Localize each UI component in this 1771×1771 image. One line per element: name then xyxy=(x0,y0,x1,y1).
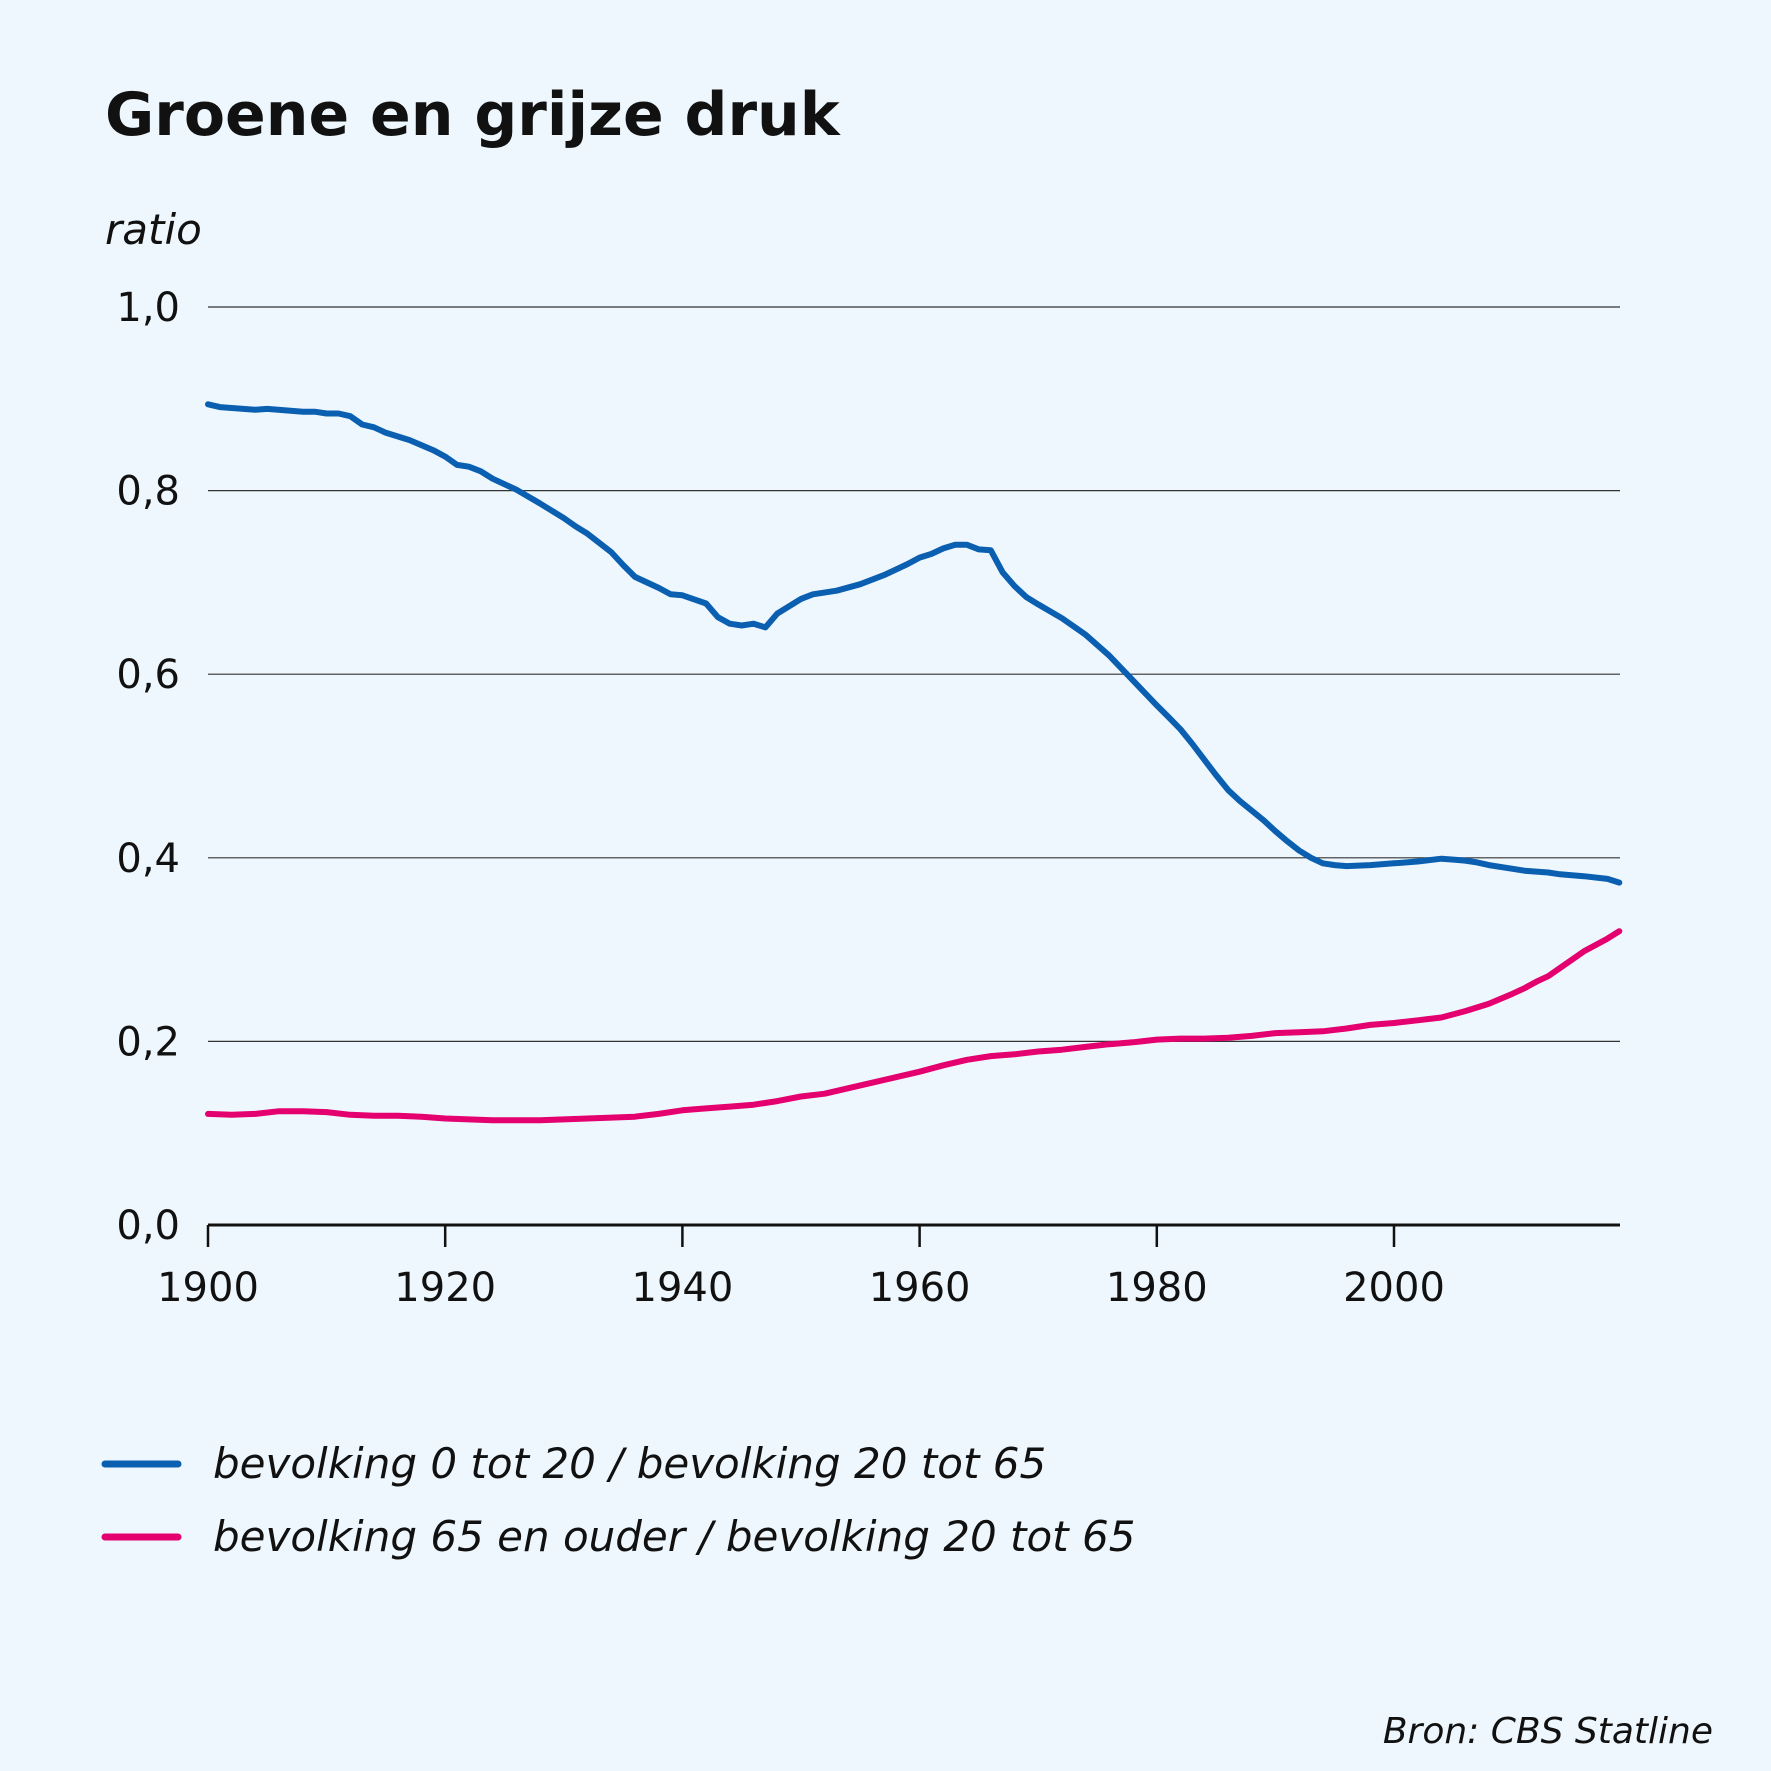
series-line-2 xyxy=(205,928,1623,1124)
y-tick-label: 1,0 xyxy=(116,285,180,331)
legend-label-series-2: bevolking 65 en ouder / bevolking 20 tot… xyxy=(213,1512,1135,1561)
y-tick-label: 0,2 xyxy=(116,1019,180,1065)
series-lines xyxy=(205,401,1623,1124)
y-tick-label: 0,4 xyxy=(116,836,180,882)
x-tick-label: 1920 xyxy=(394,1265,496,1311)
series-line-1 xyxy=(205,401,1623,886)
y-axis-label: ratio xyxy=(105,205,202,254)
y-tick-label: 0,6 xyxy=(116,652,180,698)
chart-title: Groene en grijze druk xyxy=(105,80,842,150)
x-axis: 1900 1920 1940 1960 1980 2000 xyxy=(157,1223,1620,1311)
x-tick-label: 1900 xyxy=(157,1265,259,1311)
x-tick-label: 1980 xyxy=(1106,1265,1208,1311)
y-axis-ticks: 0,0 0,2 0,4 0,6 0,8 1,0 xyxy=(116,285,180,1249)
y-tick-label: 0,0 xyxy=(116,1203,180,1249)
x-tick-label: 1960 xyxy=(869,1265,971,1311)
legend: bevolking 0 tot 20 / bevolking 20 tot 65… xyxy=(101,1439,1135,1561)
source-note: Bron: CBS Statline xyxy=(1383,1711,1713,1752)
legend-label-series-1: bevolking 0 tot 20 / bevolking 20 tot 65 xyxy=(213,1439,1046,1488)
y-tick-label: 0,8 xyxy=(116,469,180,515)
gridlines xyxy=(208,306,1620,1043)
x-tick-label: 1940 xyxy=(632,1265,734,1311)
x-tick-label: 2000 xyxy=(1343,1265,1445,1311)
